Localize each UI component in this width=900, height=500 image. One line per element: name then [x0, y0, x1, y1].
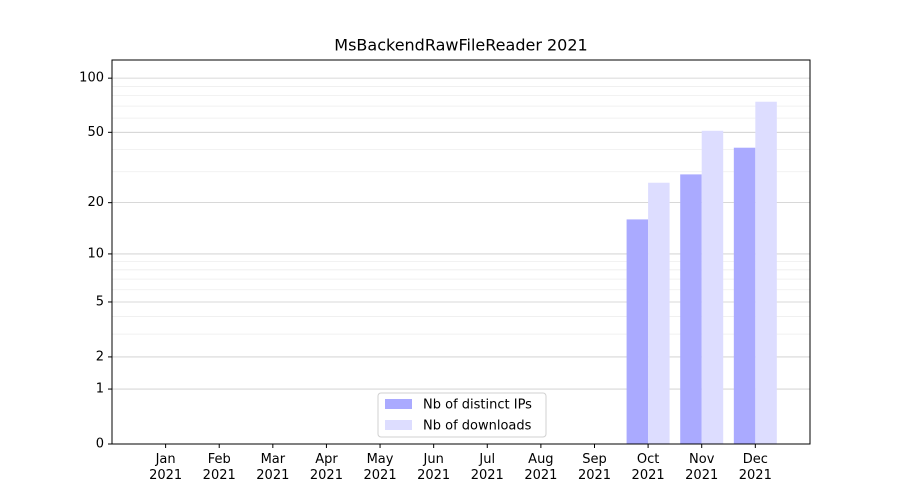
- y-tick-label: 5: [96, 294, 104, 309]
- legend-label: Nb of downloads: [423, 419, 532, 434]
- y-tick-label: 1: [96, 382, 104, 397]
- bar: [755, 101, 777, 445]
- legend-box: [377, 392, 547, 438]
- y-tick-label: 50: [87, 125, 104, 140]
- x-tick-label: Jan 2021: [149, 452, 183, 483]
- x-tick-label: Dec 2021: [738, 452, 772, 483]
- bar: [626, 219, 649, 444]
- x-tick-label: Apr 2021: [309, 452, 343, 483]
- y-tick-label: 10: [87, 246, 104, 261]
- bar: [680, 174, 702, 445]
- x-tick-label: Aug 2021: [524, 452, 558, 483]
- plot-frame: [111, 59, 811, 445]
- x-tick-label: Nov 2021: [685, 452, 719, 483]
- bar: [648, 182, 670, 444]
- x-tick-label: Oct 2021: [631, 452, 665, 483]
- x-tick-label: Mar 2021: [256, 452, 290, 483]
- y-tick-label: 2: [96, 349, 104, 364]
- legend-swatch: [385, 399, 412, 409]
- x-tick-label: Jun 2021: [417, 452, 451, 483]
- legend-label: Nb of distinct IPs: [423, 398, 532, 413]
- bar: [701, 130, 724, 444]
- legend-swatch: [385, 420, 412, 430]
- x-tick-label: Sep 2021: [577, 452, 612, 483]
- y-tick-label: 0: [96, 437, 104, 452]
- y-tick-label: 20: [87, 195, 104, 210]
- chart-title: MsBackendRawFileReader 2021: [334, 36, 587, 55]
- x-tick-label: Feb 2021: [202, 452, 236, 483]
- y-tick-label: 100: [79, 71, 104, 86]
- x-tick-label: May 2021: [363, 452, 397, 483]
- bar: [733, 147, 756, 444]
- x-tick-label: Jul 2021: [470, 452, 504, 483]
